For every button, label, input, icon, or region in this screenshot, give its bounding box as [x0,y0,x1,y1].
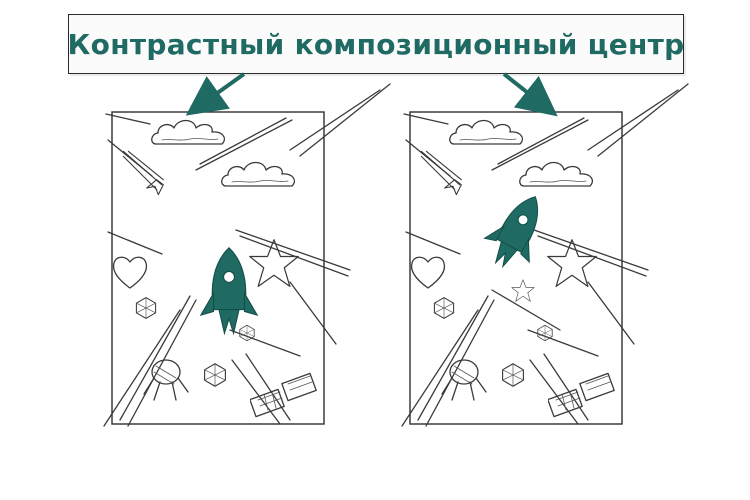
streak [119,295,191,421]
streak [491,289,561,331]
streak [497,117,585,165]
crystal-icon [135,297,157,319]
title-banner: Контрастный композиционный центр [67,14,685,74]
panel-left [103,72,391,427]
streak [229,329,301,357]
streak [597,83,689,157]
streak [127,299,197,427]
streak [417,295,489,421]
streak [289,89,381,151]
cloud-icon [519,161,594,187]
heart-icon [112,256,148,289]
star-icon [249,239,299,288]
streak [401,309,479,427]
streak [425,299,495,427]
streak [491,119,589,171]
streak [103,309,181,427]
streak [289,281,337,345]
streak [529,359,579,425]
cloud-icon [221,161,296,187]
streak [199,117,287,165]
streak [405,231,461,255]
cloud-icon [449,119,524,145]
cloud-icon [151,119,226,145]
star-icon [547,239,597,288]
rocket-icon [476,184,559,278]
streak [403,113,449,125]
heart-icon [410,256,446,289]
crystal-icon [433,297,455,319]
streak [527,329,599,357]
streak [195,119,293,171]
streak [543,353,589,421]
streak [235,229,351,271]
rocket-icon [200,247,258,334]
arrow-right [502,72,558,117]
streak [587,89,679,151]
streak [107,231,163,255]
streak [231,359,281,425]
panel-right [401,72,689,427]
crystal-icon [502,363,524,387]
arrow-left [185,72,246,116]
streak [105,113,151,125]
streak [299,83,391,157]
star-icon [511,279,535,302]
streak [587,281,635,345]
streak [245,353,291,421]
page-title: Контрастный композиционный центр [67,27,685,61]
streak [533,229,649,271]
crystal-icon [204,363,226,387]
